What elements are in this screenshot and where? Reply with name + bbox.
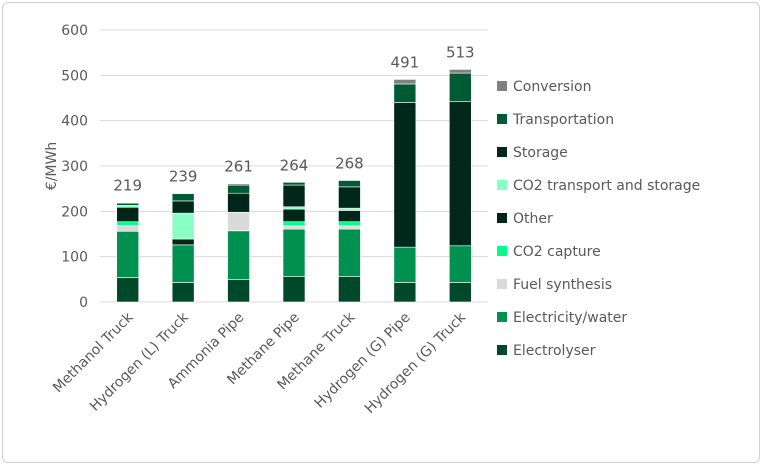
bar-segment-transportation bbox=[338, 180, 361, 188]
legend-swatch bbox=[497, 180, 507, 190]
legend-swatch bbox=[497, 312, 507, 322]
bar-segment-electricity-water bbox=[116, 230, 140, 278]
legend-label: CO2 transport and storage bbox=[513, 178, 700, 194]
bar-segment-conversion bbox=[227, 183, 250, 186]
bar-segment-storage bbox=[171, 200, 195, 214]
bar-segment-electrolyser bbox=[282, 276, 306, 303]
bar-segment-fuel-synthesis bbox=[116, 225, 140, 232]
bar-segment-electrolyser bbox=[448, 282, 472, 303]
bar-segment-storage bbox=[393, 102, 417, 248]
bar-segment-electrolyser bbox=[393, 282, 417, 303]
legend-label: Electricity/water bbox=[513, 310, 627, 326]
legend-swatch bbox=[497, 213, 507, 223]
bar-segment-conversion bbox=[393, 79, 417, 85]
bar-segment-transportation bbox=[171, 193, 195, 202]
y-tick-label: 600 bbox=[61, 23, 88, 39]
bar-segment-transportation bbox=[282, 182, 306, 186]
total-label: 513 bbox=[446, 43, 475, 61]
legend-label: Conversion bbox=[513, 79, 592, 95]
y-tick-label: 200 bbox=[61, 204, 88, 220]
legend-swatch bbox=[497, 279, 507, 289]
bar-segment-storage bbox=[448, 101, 472, 247]
bar-segment-co2-transport-and-storage bbox=[171, 212, 195, 240]
bar-segment-storage bbox=[282, 184, 306, 208]
bar-segment-transportation bbox=[448, 72, 472, 102]
x-tick-label: Hydrogen (L) Truck bbox=[87, 309, 193, 415]
x-tick-label: Hydrogen (G) Truck bbox=[362, 309, 470, 417]
bar-segment-co2-transport-and-storage bbox=[282, 206, 306, 210]
legend-item: Electricity/water bbox=[497, 310, 627, 326]
bar-segment-transportation bbox=[393, 83, 417, 103]
legend-swatch bbox=[497, 345, 507, 355]
bar-segment-other bbox=[282, 208, 306, 223]
legend-label: Storage bbox=[513, 145, 568, 161]
legend-label: Electrolyser bbox=[513, 343, 596, 359]
y-tick-label: 300 bbox=[61, 159, 88, 175]
y-tick-label: 0 bbox=[79, 295, 88, 311]
bar-segment-co2-capture bbox=[116, 221, 140, 226]
bar-segment-conversion bbox=[448, 69, 472, 74]
y-tick-label: 100 bbox=[61, 250, 88, 266]
legend-item: Storage bbox=[497, 145, 568, 161]
bar-segment-electrolyser bbox=[338, 276, 361, 303]
bar-segment-other bbox=[116, 206, 140, 223]
legend-item: CO2 transport and storage bbox=[497, 178, 700, 194]
bar-segment-electricity-water bbox=[338, 228, 361, 277]
legend-label: Transportation bbox=[512, 112, 614, 128]
total-label: 239 bbox=[169, 168, 198, 186]
y-tick-label: 400 bbox=[61, 114, 88, 130]
legend-item: Other bbox=[497, 211, 553, 227]
legend-item: Transportation bbox=[497, 112, 614, 128]
legend-item: Fuel synthesis bbox=[497, 277, 612, 293]
total-label: 261 bbox=[224, 158, 253, 176]
legend-item: Electrolyser bbox=[497, 343, 596, 359]
bar-segment-co2-capture bbox=[282, 221, 306, 227]
bar-segment-fuel-synthesis bbox=[227, 211, 250, 232]
bar-segment-electricity-water bbox=[227, 230, 250, 280]
bar-segment-other bbox=[171, 238, 195, 246]
total-label: 268 bbox=[335, 155, 364, 173]
x-tick-label: Hydrogen (G) Pipe bbox=[312, 310, 414, 412]
bar-segment-fuel-synthesis bbox=[282, 225, 306, 230]
bar-segment-fuel-synthesis bbox=[338, 225, 361, 230]
bar-segment-electrolyser bbox=[171, 282, 195, 303]
bar-segment-electricity-water bbox=[282, 228, 306, 277]
bar-segment-electricity-water bbox=[448, 245, 472, 283]
total-label: 264 bbox=[280, 156, 309, 174]
bar-segment-electricity-water bbox=[171, 244, 195, 283]
bar-segment-electrolyser bbox=[116, 277, 140, 303]
legend-label: Other bbox=[513, 211, 553, 227]
legend-item: CO2 capture bbox=[497, 244, 601, 260]
bar-segment-electrolyser bbox=[227, 279, 250, 303]
legend-label: CO2 capture bbox=[513, 244, 601, 260]
bar-segment-transportation bbox=[116, 202, 140, 206]
bar-segment-storage bbox=[338, 186, 361, 209]
total-label: 219 bbox=[113, 177, 142, 195]
legend-label: Fuel synthesis bbox=[513, 277, 612, 293]
bar-segment-electricity-water bbox=[393, 246, 417, 283]
total-label: 491 bbox=[391, 53, 420, 71]
legend-swatch bbox=[497, 81, 507, 91]
legend-item: Conversion bbox=[497, 79, 592, 95]
bar-segment-other bbox=[227, 192, 250, 213]
y-tick-label: 500 bbox=[61, 68, 88, 84]
legend-swatch bbox=[497, 114, 507, 124]
bar-segment-co2-capture bbox=[338, 221, 361, 227]
legend-swatch bbox=[497, 246, 507, 256]
bar-segment-co2-transport-and-storage bbox=[338, 207, 361, 211]
y-axis-label: €/MWh bbox=[44, 142, 60, 190]
bar-segment-other bbox=[338, 210, 361, 223]
legend-swatch bbox=[497, 147, 507, 157]
chart-frame bbox=[2, 2, 760, 463]
bar-segment-transportation bbox=[227, 184, 250, 194]
